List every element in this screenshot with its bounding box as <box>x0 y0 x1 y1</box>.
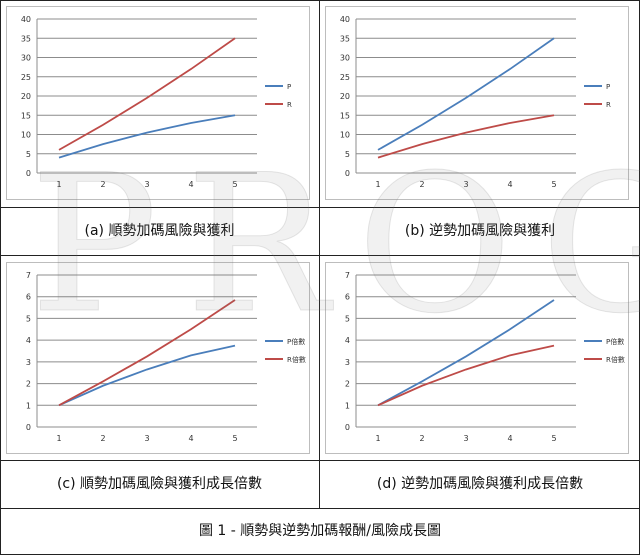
x-tick-label: 4 <box>188 180 193 189</box>
y-tick-label: 3 <box>26 358 31 367</box>
y-tick-label: 1 <box>345 401 350 410</box>
y-tick-label: 4 <box>26 336 31 345</box>
caption-a: (a) 順勢加碼風險與獲利 <box>84 223 235 239</box>
series-line-r <box>377 114 555 159</box>
series-line-p <box>58 114 236 159</box>
y-tick-label: 35 <box>340 34 350 43</box>
y-tick-label: 40 <box>340 15 350 24</box>
y-tick-label: 7 <box>26 271 31 280</box>
table-divider-row4 <box>0 508 640 509</box>
legend-label: R <box>606 101 611 109</box>
legend-label: R倍數 <box>606 355 625 364</box>
chart-c: 0 1 2 3 4 5 6 7 1 2 3 4 5 P倍數 R倍數 <box>26 271 306 443</box>
legend-label: R倍數 <box>287 355 306 364</box>
x-tick-label: 1 <box>375 180 380 189</box>
chart-b: 0 5 10 15 20 25 30 35 40 1 2 3 4 5 P R <box>340 15 611 189</box>
legend-label: P <box>287 83 291 91</box>
y-tick-label: 40 <box>21 15 31 24</box>
x-tick-label: 3 <box>463 434 468 443</box>
x-tick-label: 3 <box>144 434 149 443</box>
y-tick-label: 2 <box>26 380 31 389</box>
caption-c: (c) 順勢加碼風險與獲利成長倍數 <box>56 476 263 492</box>
y-tick-label: 10 <box>21 131 31 140</box>
x-tick-label: 4 <box>507 180 512 189</box>
legend-label: P倍數 <box>287 337 305 346</box>
y-tick-label: 0 <box>26 423 31 432</box>
y-tick-label: 5 <box>345 314 350 323</box>
y-tick-label: 5 <box>26 150 31 159</box>
y-tick-label: 10 <box>340 131 350 140</box>
x-tick-label: 2 <box>100 434 105 443</box>
legend-label: P <box>606 83 610 91</box>
series-line-r <box>58 37 236 151</box>
y-tick-label: 6 <box>345 293 350 302</box>
y-tick-label: 4 <box>345 336 350 345</box>
series-line-p <box>377 299 555 407</box>
y-tick-label: 5 <box>345 150 350 159</box>
y-tick-label: 3 <box>345 358 350 367</box>
series-line-p <box>377 37 555 151</box>
y-tick-label: 30 <box>21 54 31 63</box>
y-tick-label: 35 <box>21 34 31 43</box>
legend-label: R <box>287 101 292 109</box>
table-divider-row3 <box>0 460 640 461</box>
caption-d: (d) 逆勢加碼風險與獲利成長倍數 <box>376 476 584 492</box>
y-tick-label: 30 <box>340 54 350 63</box>
chart-a: 0 5 10 15 20 25 30 35 40 1 2 3 4 5 P R <box>21 15 292 189</box>
chart-panel-a: 0 5 10 15 20 25 30 35 40 1 2 3 4 5 P R <box>6 6 310 200</box>
x-tick-label: 1 <box>56 180 61 189</box>
x-tick-label: 2 <box>419 434 424 443</box>
series-line-p <box>58 344 236 407</box>
y-tick-label: 15 <box>340 111 350 120</box>
figure-caption: 圖 1 - 順勢與逆勢加碼報酬/風險成長圖 <box>198 523 442 539</box>
y-tick-label: 0 <box>345 423 350 432</box>
y-tick-label: 7 <box>345 271 350 280</box>
y-tick-label: 6 <box>26 293 31 302</box>
chart-panel-c: 0 1 2 3 4 5 6 7 1 2 3 4 5 P倍數 R倍數 <box>6 262 310 454</box>
x-tick-label: 3 <box>144 180 149 189</box>
y-tick-label: 2 <box>345 380 350 389</box>
y-tick-label: 15 <box>21 111 31 120</box>
y-tick-label: 0 <box>26 169 31 178</box>
y-tick-label: 1 <box>26 401 31 410</box>
x-tick-label: 1 <box>56 434 61 443</box>
x-tick-label: 2 <box>100 180 105 189</box>
x-tick-label: 1 <box>375 434 380 443</box>
series-line-r <box>58 299 236 407</box>
y-tick-label: 25 <box>21 73 31 82</box>
x-tick-label: 3 <box>463 180 468 189</box>
chart-d: 0 1 2 3 4 5 6 7 1 2 3 4 5 P倍數 R倍數 <box>345 271 625 443</box>
y-tick-label: 25 <box>340 73 350 82</box>
table-divider-vertical <box>319 0 320 508</box>
x-tick-label: 2 <box>419 180 424 189</box>
x-tick-label: 5 <box>232 434 237 443</box>
y-tick-label: 5 <box>26 314 31 323</box>
table-divider-row2 <box>0 255 640 256</box>
x-tick-label: 4 <box>507 434 512 443</box>
y-tick-label: 20 <box>21 92 31 101</box>
x-tick-label: 5 <box>232 180 237 189</box>
caption-b: (b) 逆勢加碼風險與獲利 <box>404 223 556 239</box>
table-divider-row1 <box>0 207 640 208</box>
y-tick-label: 20 <box>340 92 350 101</box>
chart-panel-b: 0 5 10 15 20 25 30 35 40 1 2 3 4 5 P R <box>325 6 629 200</box>
legend-label: P倍數 <box>606 337 624 346</box>
chart-panel-d: 0 1 2 3 4 5 6 7 1 2 3 4 5 P倍數 R倍數 <box>325 262 629 454</box>
x-tick-label: 5 <box>551 434 556 443</box>
x-tick-label: 5 <box>551 180 556 189</box>
series-line-r <box>377 344 555 407</box>
x-tick-label: 4 <box>188 434 193 443</box>
y-tick-label: 0 <box>345 169 350 178</box>
